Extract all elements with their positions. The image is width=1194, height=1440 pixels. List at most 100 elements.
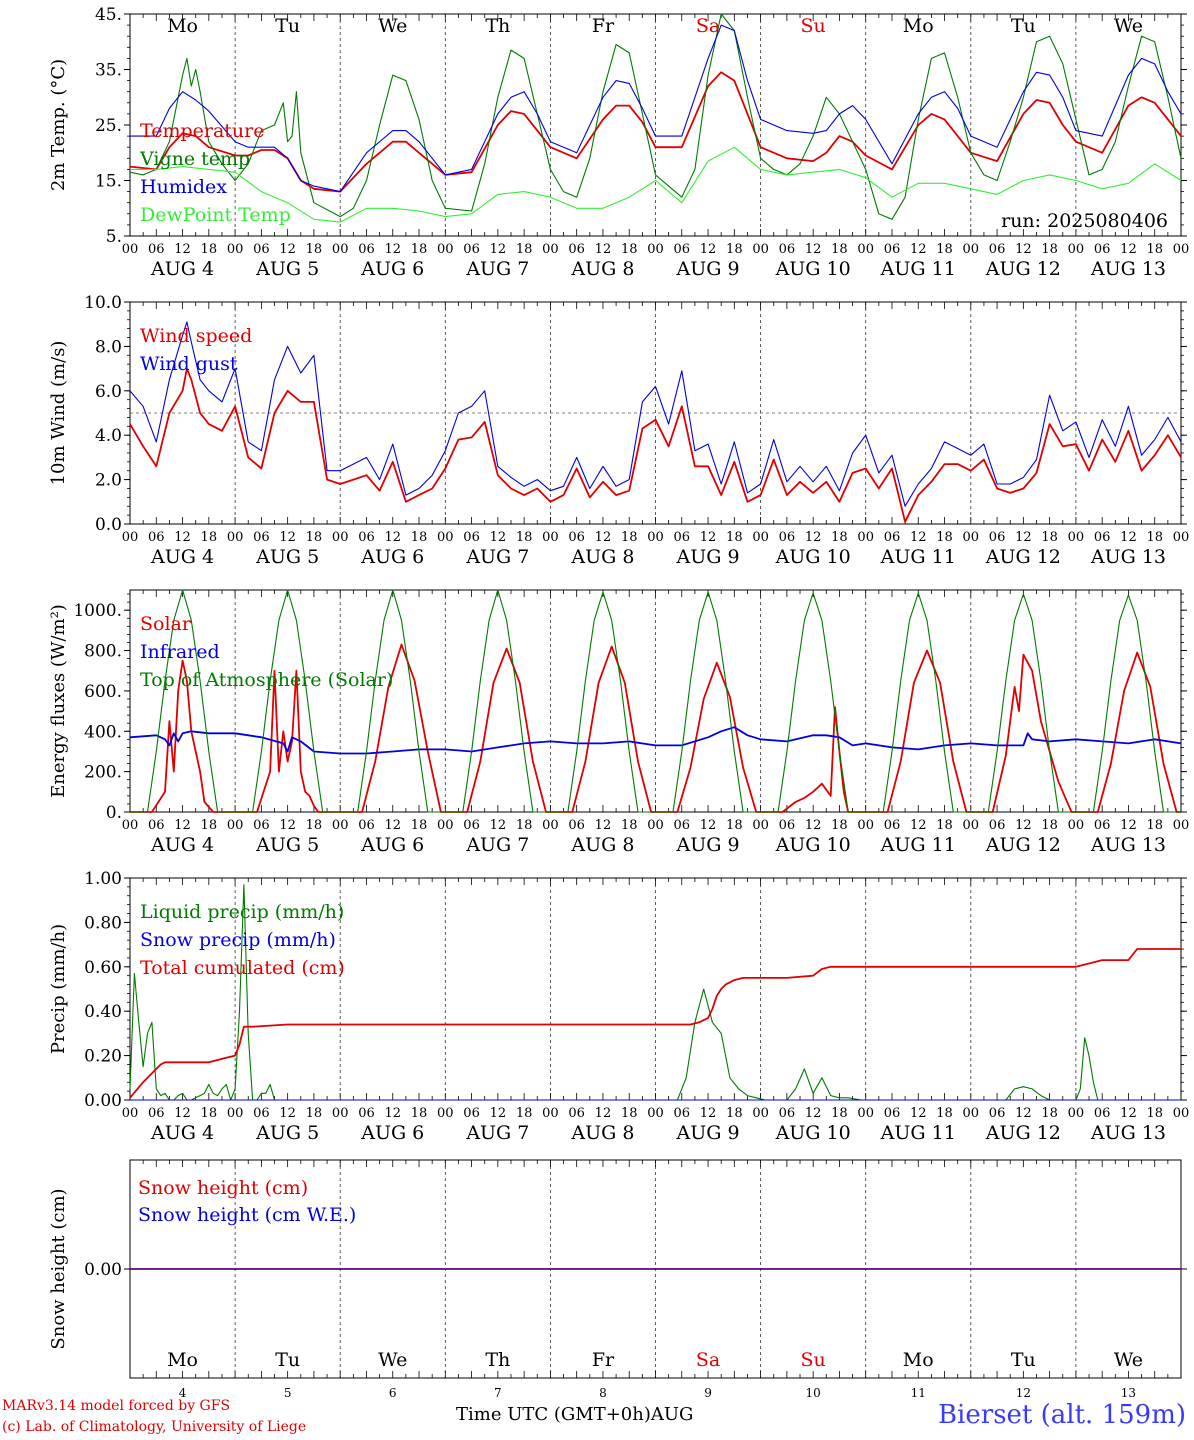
hour-label: 00 <box>122 1106 139 1121</box>
hour-label: 18 <box>201 1106 218 1121</box>
weekday-label-bottom: We <box>1114 1349 1143 1371</box>
hour-label: 00 <box>857 1106 874 1121</box>
legend-entry: Infrared <box>140 641 220 663</box>
hour-label: 18 <box>306 818 323 833</box>
weekday-label: Tu <box>1011 15 1036 37</box>
date-label: AUG 5 <box>255 258 319 280</box>
weekday-label-bottom: Tu <box>1011 1349 1036 1371</box>
hour-label: 12 <box>805 818 822 833</box>
date-label: AUG 8 <box>570 1122 634 1144</box>
hour-label: 06 <box>674 242 691 257</box>
hour-label: 06 <box>779 818 796 833</box>
hour-label: 18 <box>1041 1106 1058 1121</box>
hour-label: 18 <box>411 242 428 257</box>
date-label: AUG 5 <box>255 546 319 568</box>
hour-label: 00 <box>1068 818 1085 833</box>
date-label: AUG 8 <box>570 546 634 568</box>
hour-label: 18 <box>726 1106 743 1121</box>
y-tick-label: 0.0 <box>95 515 122 535</box>
hour-label: 00 <box>1173 818 1190 833</box>
hour-label: 12 <box>174 530 191 545</box>
hour-label: 18 <box>306 530 323 545</box>
hour-label: 18 <box>726 242 743 257</box>
hour-label: 00 <box>227 242 244 257</box>
hour-label: 00 <box>1173 1106 1190 1121</box>
weekday-label: Fr <box>592 15 615 37</box>
panel-5: 0.00 Snow height (cm) Snow height (cm) Snow… <box>48 1159 1187 1400</box>
hour-label: 18 <box>201 242 218 257</box>
hour-label: 00 <box>542 1106 559 1121</box>
day-number-label: 4 <box>179 1386 187 1400</box>
hour-label: 12 <box>490 242 507 257</box>
date-label: AUG 12 <box>985 1122 1061 1144</box>
date-label: AUG 12 <box>985 546 1061 568</box>
y-tick-label: 35. <box>95 61 122 81</box>
hour-label: 06 <box>358 1106 375 1121</box>
y-tick-label: 0.20 <box>84 1047 122 1067</box>
hour-label: 12 <box>700 1106 717 1121</box>
hour-label: 12 <box>910 1106 927 1121</box>
hour-label: 00 <box>752 530 769 545</box>
day-number-label: 5 <box>284 1386 292 1400</box>
hour-label: 18 <box>936 530 953 545</box>
hour-label: 18 <box>516 1106 533 1121</box>
date-label: AUG 4 <box>150 1122 214 1144</box>
series-line-2 <box>129 726 1182 755</box>
hour-label: 06 <box>884 242 901 257</box>
y-axis-label: Precip (mm/h) <box>48 924 69 1054</box>
hour-label: 00 <box>1068 242 1085 257</box>
series-line-4 <box>130 146 1182 223</box>
y-tick-label: 0.60 <box>84 958 122 978</box>
date-label: AUG 12 <box>985 834 1061 856</box>
hour-label: 06 <box>358 530 375 545</box>
date-label: AUG 8 <box>570 834 634 856</box>
y-tick-label: 0.40 <box>84 1002 122 1022</box>
hour-label: 12 <box>279 242 296 257</box>
hour-label: 18 <box>411 818 428 833</box>
footer-model-credit: MARv3.14 model forced by GFS <box>2 1398 231 1414</box>
hour-label: 12 <box>1015 242 1032 257</box>
legend-entry: Snow height (cm W.E.) <box>138 1204 356 1226</box>
hour-label: 12 <box>1015 530 1032 545</box>
hour-label: 18 <box>1041 818 1058 833</box>
x-axis-title-text: Time UTC (GMT+0h) <box>456 1404 651 1425</box>
legend-entry: Snow height (cm) <box>138 1177 308 1199</box>
hour-label: 00 <box>122 242 139 257</box>
panel-2: 0.0 2.0 4.0 6.0 8.0 10.0 10m Wind (m/s) Wind sp… <box>48 293 1189 568</box>
hour-label: 00 <box>122 530 139 545</box>
panel-4: 0.00 0.20 0.40 0.60 0.80 1.00 Precip (mm/h) Liq… <box>48 869 1189 1144</box>
hour-label: 00 <box>227 1106 244 1121</box>
y-tick-label: 600. <box>84 682 122 702</box>
hour-label: 00 <box>332 1106 349 1121</box>
date-label: AUG 10 <box>775 834 851 856</box>
date-label: AUG 11 <box>880 1122 956 1144</box>
date-label: AUG 9 <box>676 258 740 280</box>
hour-label: 18 <box>831 242 848 257</box>
weekday-label-bottom: Tu <box>275 1349 300 1371</box>
date-label: AUG 9 <box>676 834 740 856</box>
y-tick-label: 4.0 <box>95 426 122 446</box>
hour-label: 06 <box>779 242 796 257</box>
legend-entry: Vigne temp <box>139 148 250 170</box>
hour-label: 12 <box>595 242 612 257</box>
hour-label: 00 <box>857 530 874 545</box>
hour-label: 00 <box>647 1106 664 1121</box>
hour-label: 12 <box>805 242 822 257</box>
hour-label: 12 <box>805 530 822 545</box>
series-line-3 <box>130 24 1182 193</box>
hour-label: 06 <box>463 242 480 257</box>
hour-label: 06 <box>253 530 270 545</box>
hour-label: 18 <box>516 242 533 257</box>
weekday-label: Mo <box>167 15 198 37</box>
hour-label: 00 <box>437 818 454 833</box>
hour-label: 00 <box>332 818 349 833</box>
hour-label: 00 <box>1068 530 1085 545</box>
hour-label: 12 <box>595 818 612 833</box>
day-number-label: 9 <box>704 1386 712 1400</box>
hour-label: 12 <box>174 818 191 833</box>
hour-label: 18 <box>1146 242 1163 257</box>
y-tick-label: 1.00 <box>84 869 122 889</box>
hour-label: 12 <box>910 242 927 257</box>
hour-label: 00 <box>752 242 769 257</box>
date-label: AUG 11 <box>880 258 956 280</box>
